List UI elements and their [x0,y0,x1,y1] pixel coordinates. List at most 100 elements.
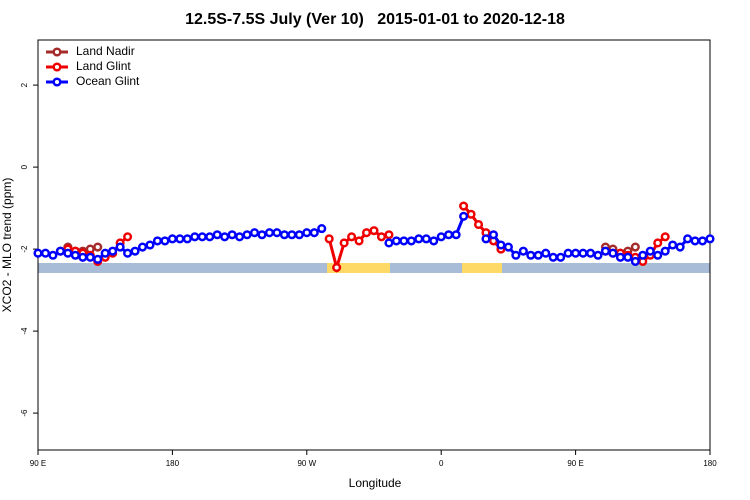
data-point [347,232,357,242]
data-point [123,232,133,242]
data-point [421,234,431,244]
legend-marker [52,62,62,72]
data-point [145,240,155,250]
data-point [615,252,625,262]
data-point [697,236,708,246]
data-point [108,246,118,256]
data-point [70,250,80,260]
data-point [384,230,394,240]
data-point [249,228,260,238]
data-point [705,234,715,244]
data-point [264,228,275,238]
data-point [205,232,215,242]
data-point [309,228,319,238]
surface-strip [38,263,710,273]
x-tick-label: 90 E [567,459,583,468]
data-point [48,250,58,260]
data-point [459,211,469,221]
data-point [190,232,200,242]
data-point [354,236,364,246]
data-point [391,236,401,246]
data-point [376,232,387,242]
x-tick-label: 0 [439,459,444,468]
data-point [279,230,289,240]
data-point [660,246,670,256]
data-point [294,230,304,240]
data-point [473,219,484,230]
data-point [242,230,252,240]
data-point [466,209,476,219]
data-point [220,232,230,242]
data-point [459,201,469,211]
data-point [690,236,700,246]
data-point [399,236,409,246]
data-point [623,252,633,262]
data-point [302,228,312,238]
data-point [137,242,148,252]
y-axis-label: XCO2 - MLO trend (ppm) [0,178,14,313]
data-point [317,224,327,234]
chart-title: 12.5S-7.5S July (Ver 10) 2015-01-01 to 2… [185,11,565,28]
x-tick-label: 180 [703,459,717,468]
data-point [197,232,207,242]
data-point [175,234,185,244]
y-tick-label: 0 [20,164,29,169]
data-point [332,263,342,273]
data-point [496,240,506,250]
data-point [630,242,640,252]
data-point [115,242,125,252]
data-point [55,246,65,256]
data-point [660,232,670,242]
y-tick-label: -6 [20,409,29,417]
y-tick-label: 2 [20,82,29,87]
data-point [548,252,558,262]
data-point [167,234,177,244]
data-point [675,242,685,252]
data-point [429,236,439,246]
data-point [152,236,163,246]
data-point [444,230,454,240]
data-point [683,234,693,244]
data-point [653,238,663,248]
data-point [123,248,133,258]
data-point [212,230,222,240]
data-point [571,248,581,258]
data-point [63,248,73,258]
data-point [406,236,416,246]
data-point [100,248,110,258]
data-point [608,248,618,258]
y-tick-label: -2 [20,245,29,253]
data-point [638,250,648,260]
land-strip [327,263,390,273]
y-tick-label: -4 [20,327,29,335]
data-point [488,230,499,240]
data-point [182,234,192,244]
data-point [227,230,237,240]
data-point [324,234,334,244]
data-point [503,242,513,252]
data-point [160,236,170,246]
data-point [85,252,95,262]
data-point [481,234,491,244]
data-point [235,232,245,242]
data-point [518,246,528,256]
data-point [593,250,603,260]
data-point [93,254,103,264]
plot-frame [37,39,711,451]
x-axis-label: Longitude [349,476,402,490]
data-point [33,248,43,258]
data-point [578,248,588,258]
data-point [130,246,140,256]
data-point [414,234,424,244]
x-tick-label: 180 [166,459,180,468]
data-point [600,246,611,256]
data-point [40,248,51,258]
data-point [645,246,655,256]
x-tick-label: 90 W [297,459,316,468]
data-point [511,250,521,260]
legend-marker [52,77,62,87]
data-point [653,250,663,260]
data-point [630,256,640,266]
